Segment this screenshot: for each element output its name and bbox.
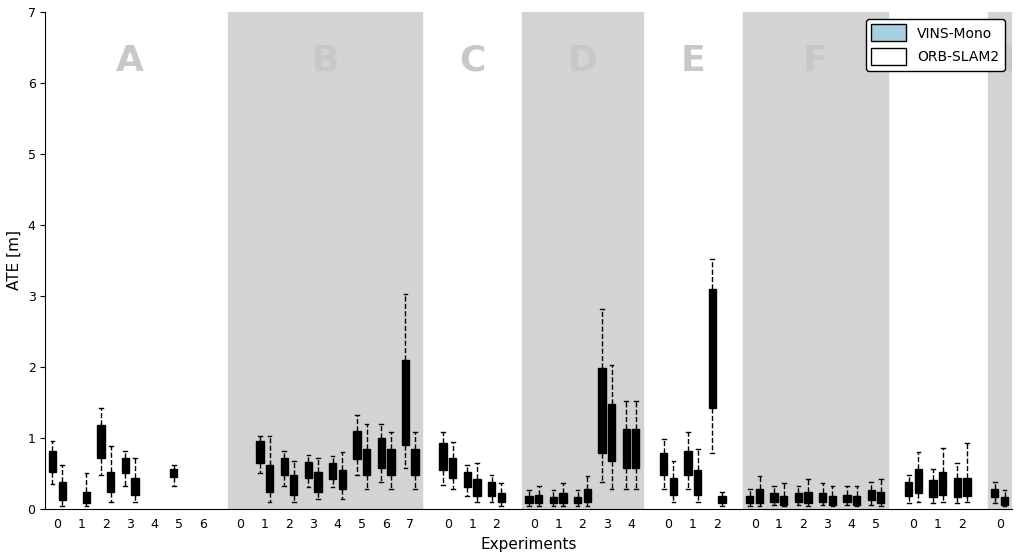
PathPatch shape bbox=[795, 493, 802, 501]
PathPatch shape bbox=[746, 496, 754, 503]
PathPatch shape bbox=[487, 482, 496, 496]
X-axis label: Experiments: Experiments bbox=[480, 537, 577, 552]
PathPatch shape bbox=[362, 449, 371, 475]
PathPatch shape bbox=[266, 465, 273, 492]
Text: G: G bbox=[923, 44, 952, 78]
Bar bbox=[522, 12, 643, 509]
PathPatch shape bbox=[584, 489, 591, 501]
PathPatch shape bbox=[684, 451, 691, 475]
Text: A: A bbox=[116, 44, 144, 78]
PathPatch shape bbox=[97, 425, 104, 458]
PathPatch shape bbox=[718, 496, 726, 503]
PathPatch shape bbox=[770, 493, 778, 501]
PathPatch shape bbox=[281, 458, 288, 475]
PathPatch shape bbox=[867, 490, 874, 500]
PathPatch shape bbox=[536, 495, 543, 503]
Legend: VINS-Mono, ORB-SLAM2: VINS-Mono, ORB-SLAM2 bbox=[866, 19, 1005, 71]
PathPatch shape bbox=[378, 438, 385, 468]
PathPatch shape bbox=[170, 469, 177, 477]
PathPatch shape bbox=[49, 451, 56, 472]
PathPatch shape bbox=[353, 430, 360, 459]
PathPatch shape bbox=[756, 489, 763, 503]
PathPatch shape bbox=[843, 495, 851, 501]
PathPatch shape bbox=[853, 496, 860, 505]
PathPatch shape bbox=[450, 458, 457, 477]
PathPatch shape bbox=[670, 477, 677, 495]
Text: F: F bbox=[803, 44, 827, 78]
PathPatch shape bbox=[623, 429, 630, 468]
PathPatch shape bbox=[914, 469, 922, 493]
PathPatch shape bbox=[439, 443, 446, 471]
PathPatch shape bbox=[828, 496, 836, 505]
Bar bbox=[742, 12, 888, 509]
PathPatch shape bbox=[964, 477, 971, 496]
PathPatch shape bbox=[401, 360, 409, 445]
PathPatch shape bbox=[314, 472, 322, 492]
PathPatch shape bbox=[525, 496, 532, 503]
PathPatch shape bbox=[83, 492, 90, 503]
PathPatch shape bbox=[991, 489, 998, 498]
Text: D: D bbox=[567, 44, 597, 78]
PathPatch shape bbox=[930, 480, 937, 498]
PathPatch shape bbox=[131, 477, 138, 495]
PathPatch shape bbox=[329, 463, 336, 479]
PathPatch shape bbox=[473, 479, 480, 496]
PathPatch shape bbox=[905, 482, 912, 496]
PathPatch shape bbox=[939, 472, 946, 495]
PathPatch shape bbox=[387, 449, 394, 475]
PathPatch shape bbox=[256, 442, 263, 463]
PathPatch shape bbox=[694, 471, 701, 495]
PathPatch shape bbox=[58, 482, 66, 500]
Y-axis label: ATE [m]: ATE [m] bbox=[7, 230, 22, 290]
Text: C: C bbox=[459, 44, 485, 78]
PathPatch shape bbox=[122, 458, 129, 473]
PathPatch shape bbox=[1000, 498, 1009, 505]
PathPatch shape bbox=[559, 493, 566, 503]
PathPatch shape bbox=[953, 477, 961, 498]
PathPatch shape bbox=[339, 471, 346, 489]
PathPatch shape bbox=[660, 453, 668, 475]
PathPatch shape bbox=[598, 368, 605, 453]
PathPatch shape bbox=[108, 472, 115, 492]
PathPatch shape bbox=[819, 493, 826, 501]
PathPatch shape bbox=[412, 449, 419, 475]
PathPatch shape bbox=[574, 498, 582, 503]
PathPatch shape bbox=[464, 472, 471, 487]
Bar bbox=[228, 12, 423, 509]
PathPatch shape bbox=[290, 475, 298, 495]
PathPatch shape bbox=[709, 289, 716, 408]
Text: B: B bbox=[311, 44, 339, 78]
PathPatch shape bbox=[780, 496, 787, 505]
PathPatch shape bbox=[805, 492, 812, 503]
PathPatch shape bbox=[878, 492, 885, 503]
Text: H: H bbox=[984, 44, 1015, 78]
PathPatch shape bbox=[305, 462, 312, 477]
Bar bbox=[987, 12, 1012, 509]
PathPatch shape bbox=[632, 429, 640, 468]
PathPatch shape bbox=[498, 493, 505, 501]
PathPatch shape bbox=[550, 498, 557, 503]
Text: E: E bbox=[681, 44, 706, 78]
PathPatch shape bbox=[608, 404, 615, 461]
